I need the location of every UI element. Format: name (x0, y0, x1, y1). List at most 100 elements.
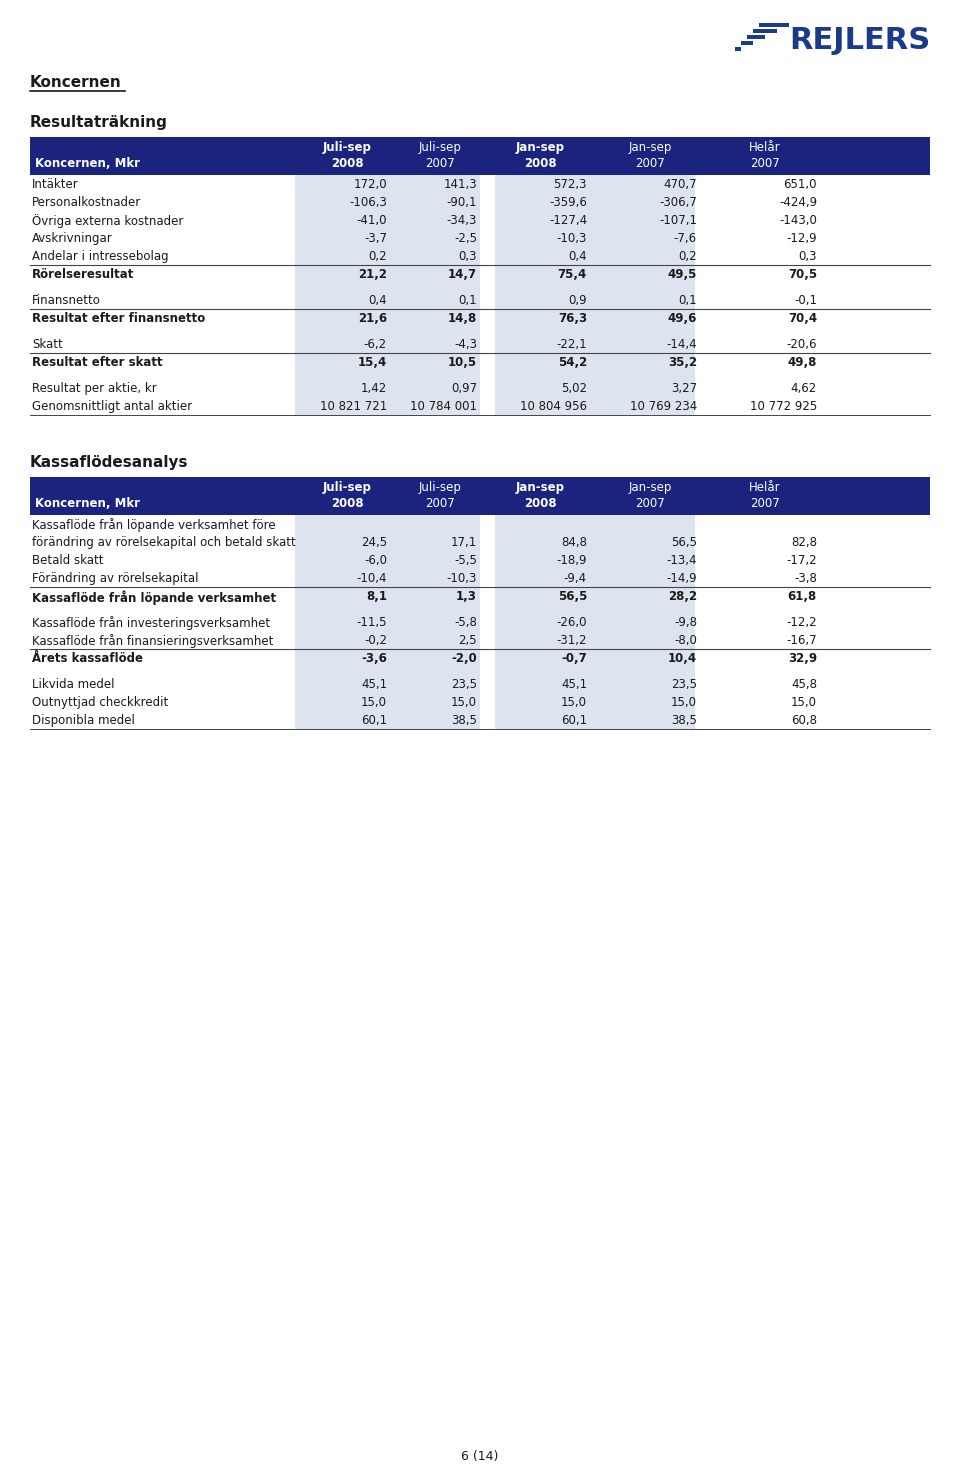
Text: Resultat efter skatt: Resultat efter skatt (32, 356, 162, 370)
Text: 21,2: 21,2 (358, 268, 387, 281)
Text: 84,8: 84,8 (561, 536, 587, 549)
Text: 0,4: 0,4 (369, 295, 387, 306)
Text: -0,7: -0,7 (562, 653, 587, 664)
Text: 572,3: 572,3 (554, 178, 587, 191)
Bar (495, 516, 695, 729)
Text: 141,3: 141,3 (444, 178, 477, 191)
Text: Betald skatt: Betald skatt (32, 554, 104, 567)
Text: 15,0: 15,0 (791, 697, 817, 709)
Text: -0,2: -0,2 (364, 633, 387, 647)
Text: 49,5: 49,5 (667, 268, 697, 281)
Bar (495, 175, 695, 415)
Text: 10 784 001: 10 784 001 (410, 401, 477, 412)
Text: Kassaflöde från löpande verksamhet före: Kassaflöde från löpande verksamhet före (32, 518, 276, 532)
Text: -3,8: -3,8 (794, 572, 817, 585)
Text: Jan-sep: Jan-sep (516, 482, 564, 493)
Text: 45,8: 45,8 (791, 678, 817, 691)
Bar (295, 516, 480, 729)
Text: -17,2: -17,2 (786, 554, 817, 567)
Bar (30, 137, 930, 175)
Text: 2007: 2007 (636, 158, 665, 169)
Text: 6 (14): 6 (14) (462, 1449, 498, 1463)
Text: 10,4: 10,4 (668, 653, 697, 664)
Text: 38,5: 38,5 (451, 714, 477, 728)
Text: Juli-sep: Juli-sep (419, 141, 462, 155)
Bar (295, 175, 480, 415)
Text: 4,62: 4,62 (791, 382, 817, 395)
Text: -10,4: -10,4 (356, 572, 387, 585)
Text: -14,9: -14,9 (666, 572, 697, 585)
Text: Resultaträkning: Resultaträkning (30, 115, 168, 130)
Text: 10 769 234: 10 769 234 (630, 401, 697, 412)
Text: 0,1: 0,1 (458, 295, 477, 306)
Text: 1,3: 1,3 (456, 591, 477, 602)
Text: 0,4: 0,4 (568, 250, 587, 264)
Text: 28,2: 28,2 (668, 591, 697, 602)
Text: 76,3: 76,3 (558, 312, 587, 326)
Text: -2,5: -2,5 (454, 233, 477, 245)
Text: 651,0: 651,0 (783, 178, 817, 191)
Text: Juli-sep: Juli-sep (419, 482, 462, 493)
Text: -10,3: -10,3 (446, 572, 477, 585)
Bar (759, 24, 789, 27)
Text: 54,2: 54,2 (558, 356, 587, 370)
Text: 38,5: 38,5 (671, 714, 697, 728)
Text: Outnyttjad checkkredit: Outnyttjad checkkredit (32, 697, 168, 709)
Text: 1,42: 1,42 (361, 382, 387, 395)
Text: Jan-sep: Jan-sep (628, 141, 672, 155)
Text: Personalkostnader: Personalkostnader (32, 196, 141, 209)
Text: 49,6: 49,6 (667, 312, 697, 326)
Text: 3,27: 3,27 (671, 382, 697, 395)
Text: -0,1: -0,1 (794, 295, 817, 306)
Text: Helår: Helår (749, 482, 780, 493)
Text: 172,0: 172,0 (353, 178, 387, 191)
Text: Övriga externa kostnader: Övriga externa kostnader (32, 214, 183, 228)
Text: -10,3: -10,3 (557, 233, 587, 245)
Text: Juli-sep: Juli-sep (323, 482, 372, 493)
Text: 0,3: 0,3 (459, 250, 477, 264)
Text: Kassaflöde från finansieringsverksamhet: Kassaflöde från finansieringsverksamhet (32, 633, 274, 648)
Text: 17,1: 17,1 (451, 536, 477, 549)
Bar (30, 477, 930, 516)
Text: 70,4: 70,4 (788, 312, 817, 326)
Text: 10,5: 10,5 (448, 356, 477, 370)
Text: Genomsnittligt antal aktier: Genomsnittligt antal aktier (32, 401, 192, 412)
Text: -18,9: -18,9 (557, 554, 587, 567)
Text: Kassaflödesanalys: Kassaflödesanalys (30, 455, 188, 470)
Text: Kassaflöde från löpande verksamhet: Kassaflöde från löpande verksamhet (32, 591, 276, 604)
Text: -107,1: -107,1 (659, 214, 697, 227)
Text: 21,6: 21,6 (358, 312, 387, 326)
Text: 2007: 2007 (425, 496, 455, 510)
Text: -41,0: -41,0 (356, 214, 387, 227)
Text: 2008: 2008 (524, 158, 556, 169)
Text: REJLERS: REJLERS (789, 27, 930, 55)
Text: 0,2: 0,2 (369, 250, 387, 264)
Text: Jan-sep: Jan-sep (628, 482, 672, 493)
Text: -9,4: -9,4 (564, 572, 587, 585)
Text: Likvida medel: Likvida medel (32, 678, 114, 691)
Text: 2007: 2007 (636, 496, 665, 510)
Text: -4,3: -4,3 (454, 337, 477, 351)
Text: Resultat efter finansnetto: Resultat efter finansnetto (32, 312, 205, 326)
Text: -12,9: -12,9 (786, 233, 817, 245)
Text: Andelar i intressebolag: Andelar i intressebolag (32, 250, 169, 264)
Text: 23,5: 23,5 (451, 678, 477, 691)
Text: -9,8: -9,8 (674, 616, 697, 629)
Text: Helår: Helår (749, 141, 780, 155)
Text: 2007: 2007 (425, 158, 455, 169)
Text: Jan-sep: Jan-sep (516, 141, 564, 155)
Text: -3,7: -3,7 (364, 233, 387, 245)
Text: Finansnetto: Finansnetto (32, 295, 101, 306)
Text: -20,6: -20,6 (786, 337, 817, 351)
Text: 23,5: 23,5 (671, 678, 697, 691)
Text: 10 821 721: 10 821 721 (320, 401, 387, 412)
Text: -3,6: -3,6 (361, 653, 387, 664)
Text: Koncernen, Mkr: Koncernen, Mkr (35, 158, 140, 169)
Text: Koncernen: Koncernen (30, 75, 122, 90)
Text: 0,1: 0,1 (679, 295, 697, 306)
Text: 45,1: 45,1 (361, 678, 387, 691)
Text: Avskrivningar: Avskrivningar (32, 233, 112, 245)
Text: 2008: 2008 (330, 158, 363, 169)
Text: 70,5: 70,5 (788, 268, 817, 281)
Text: 2007: 2007 (750, 496, 780, 510)
